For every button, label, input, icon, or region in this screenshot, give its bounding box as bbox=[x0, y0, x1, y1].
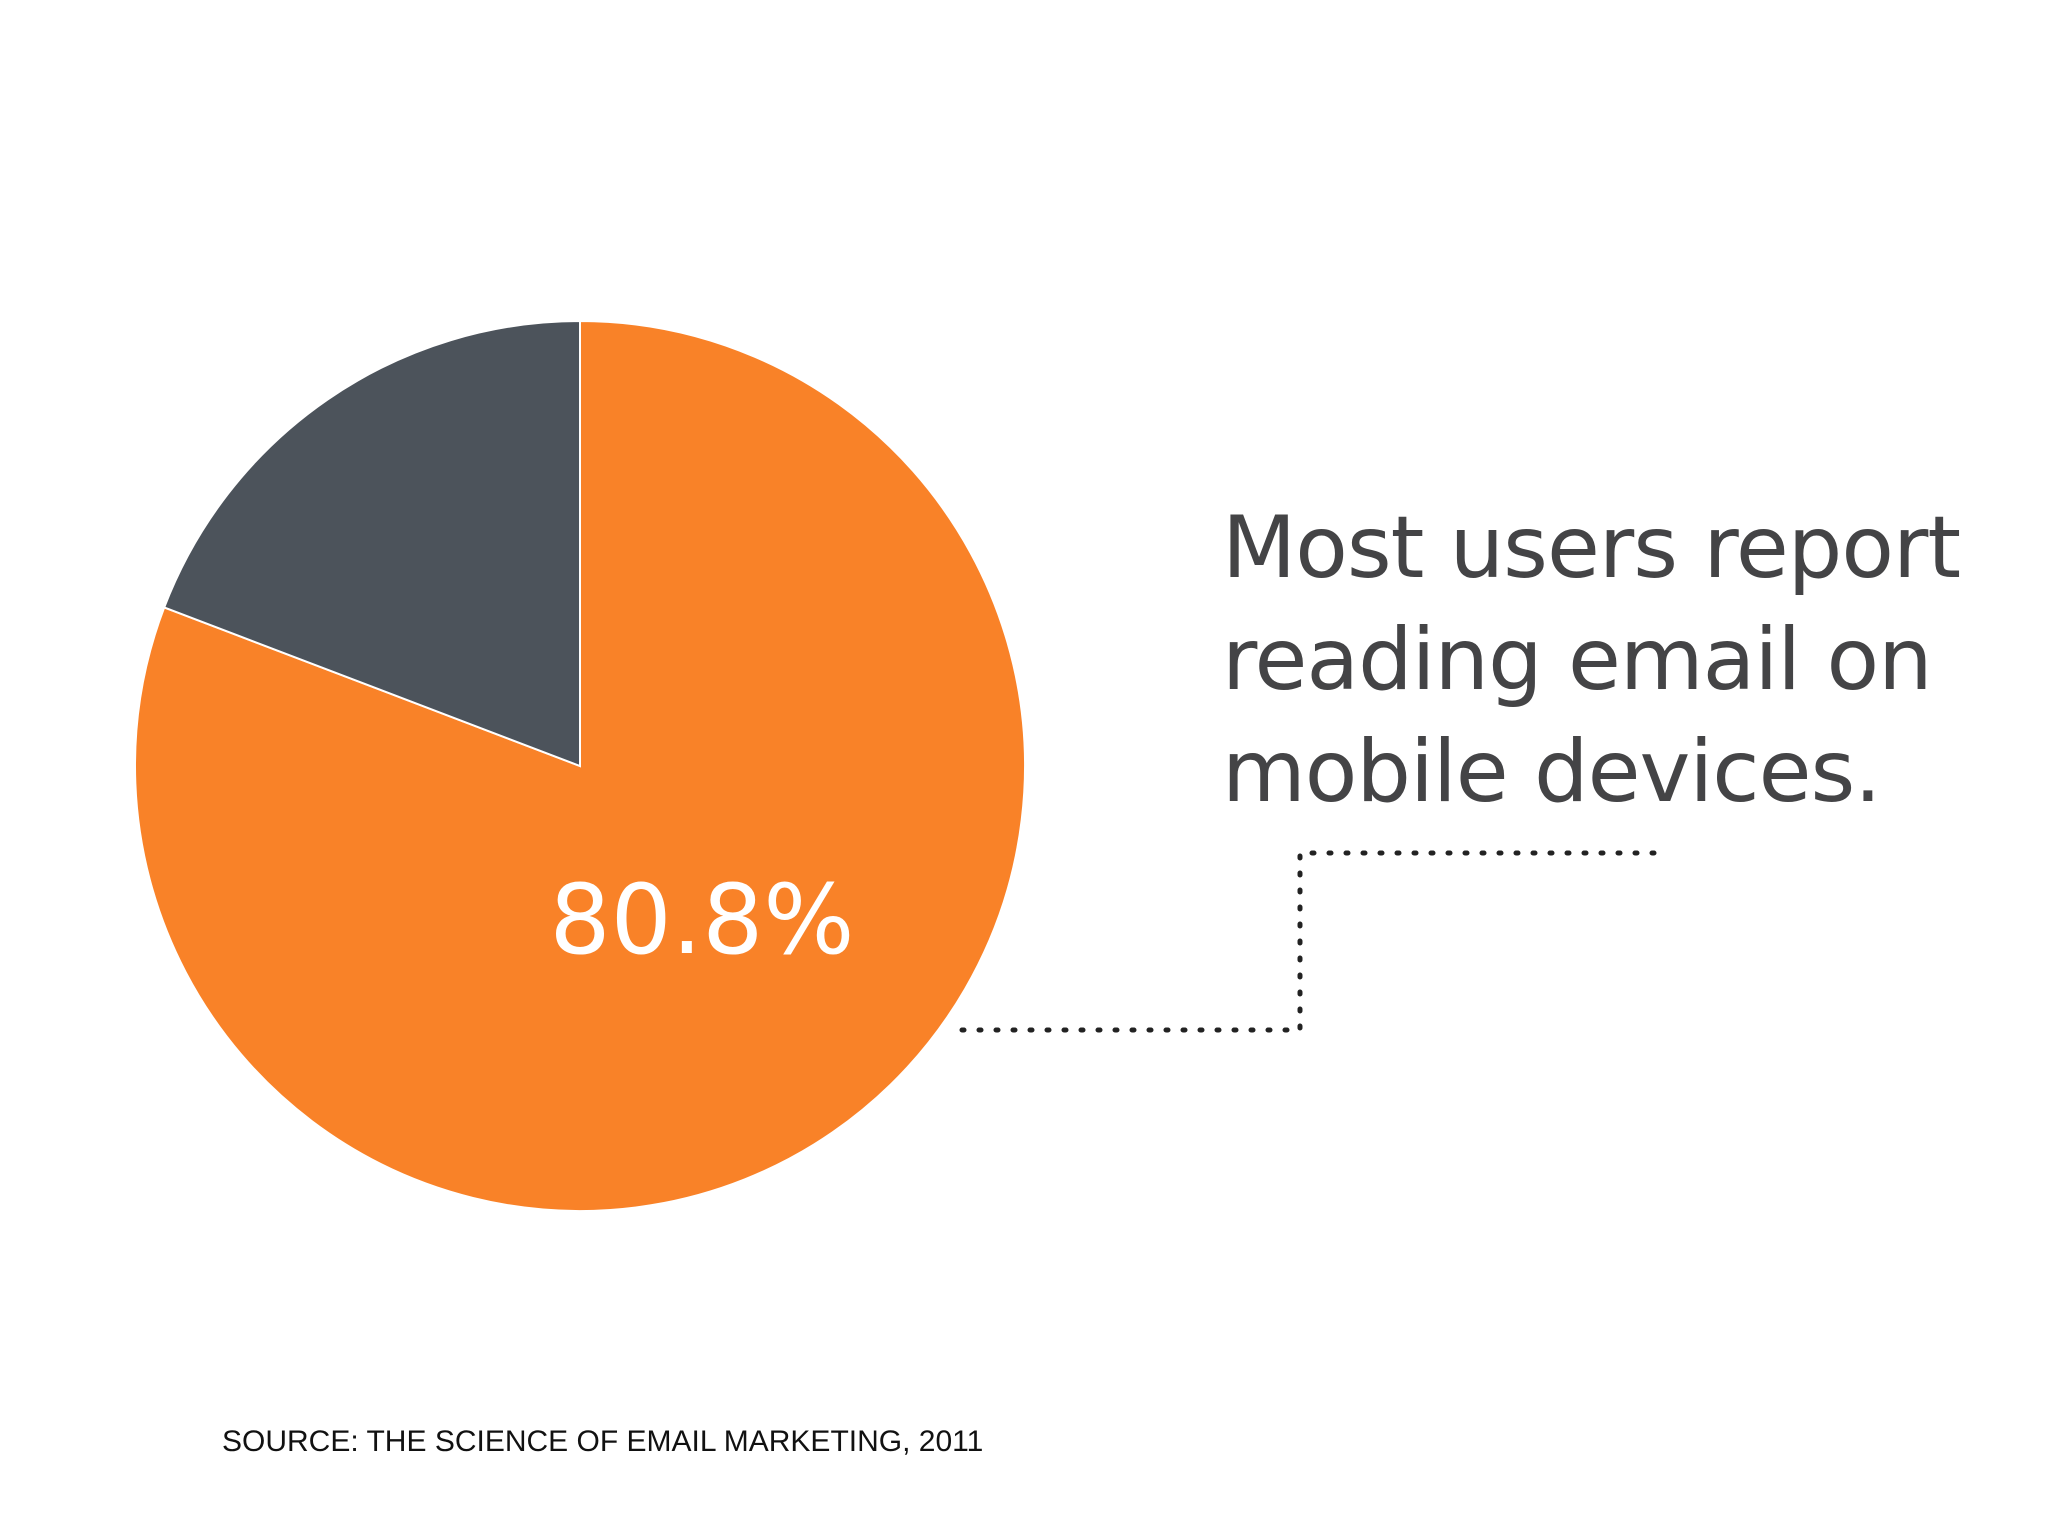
pie-slice-1 bbox=[162, 319, 581, 768]
headline-line-1: Most users report bbox=[1222, 498, 1961, 598]
callout-connector bbox=[959, 850, 1663, 1033]
pie-slices bbox=[134, 319, 1026, 1212]
source-note: SOURCE: THE SCIENCE OF EMAIL MARKETING, … bbox=[222, 1425, 984, 1458]
headline-line-3: mobile devices. bbox=[1222, 722, 1882, 822]
headline: Most users report reading email on mobil… bbox=[1222, 492, 2022, 828]
pie-data-label: 80.8% bbox=[550, 864, 855, 976]
headline-line-2: reading email on bbox=[1222, 610, 1933, 710]
